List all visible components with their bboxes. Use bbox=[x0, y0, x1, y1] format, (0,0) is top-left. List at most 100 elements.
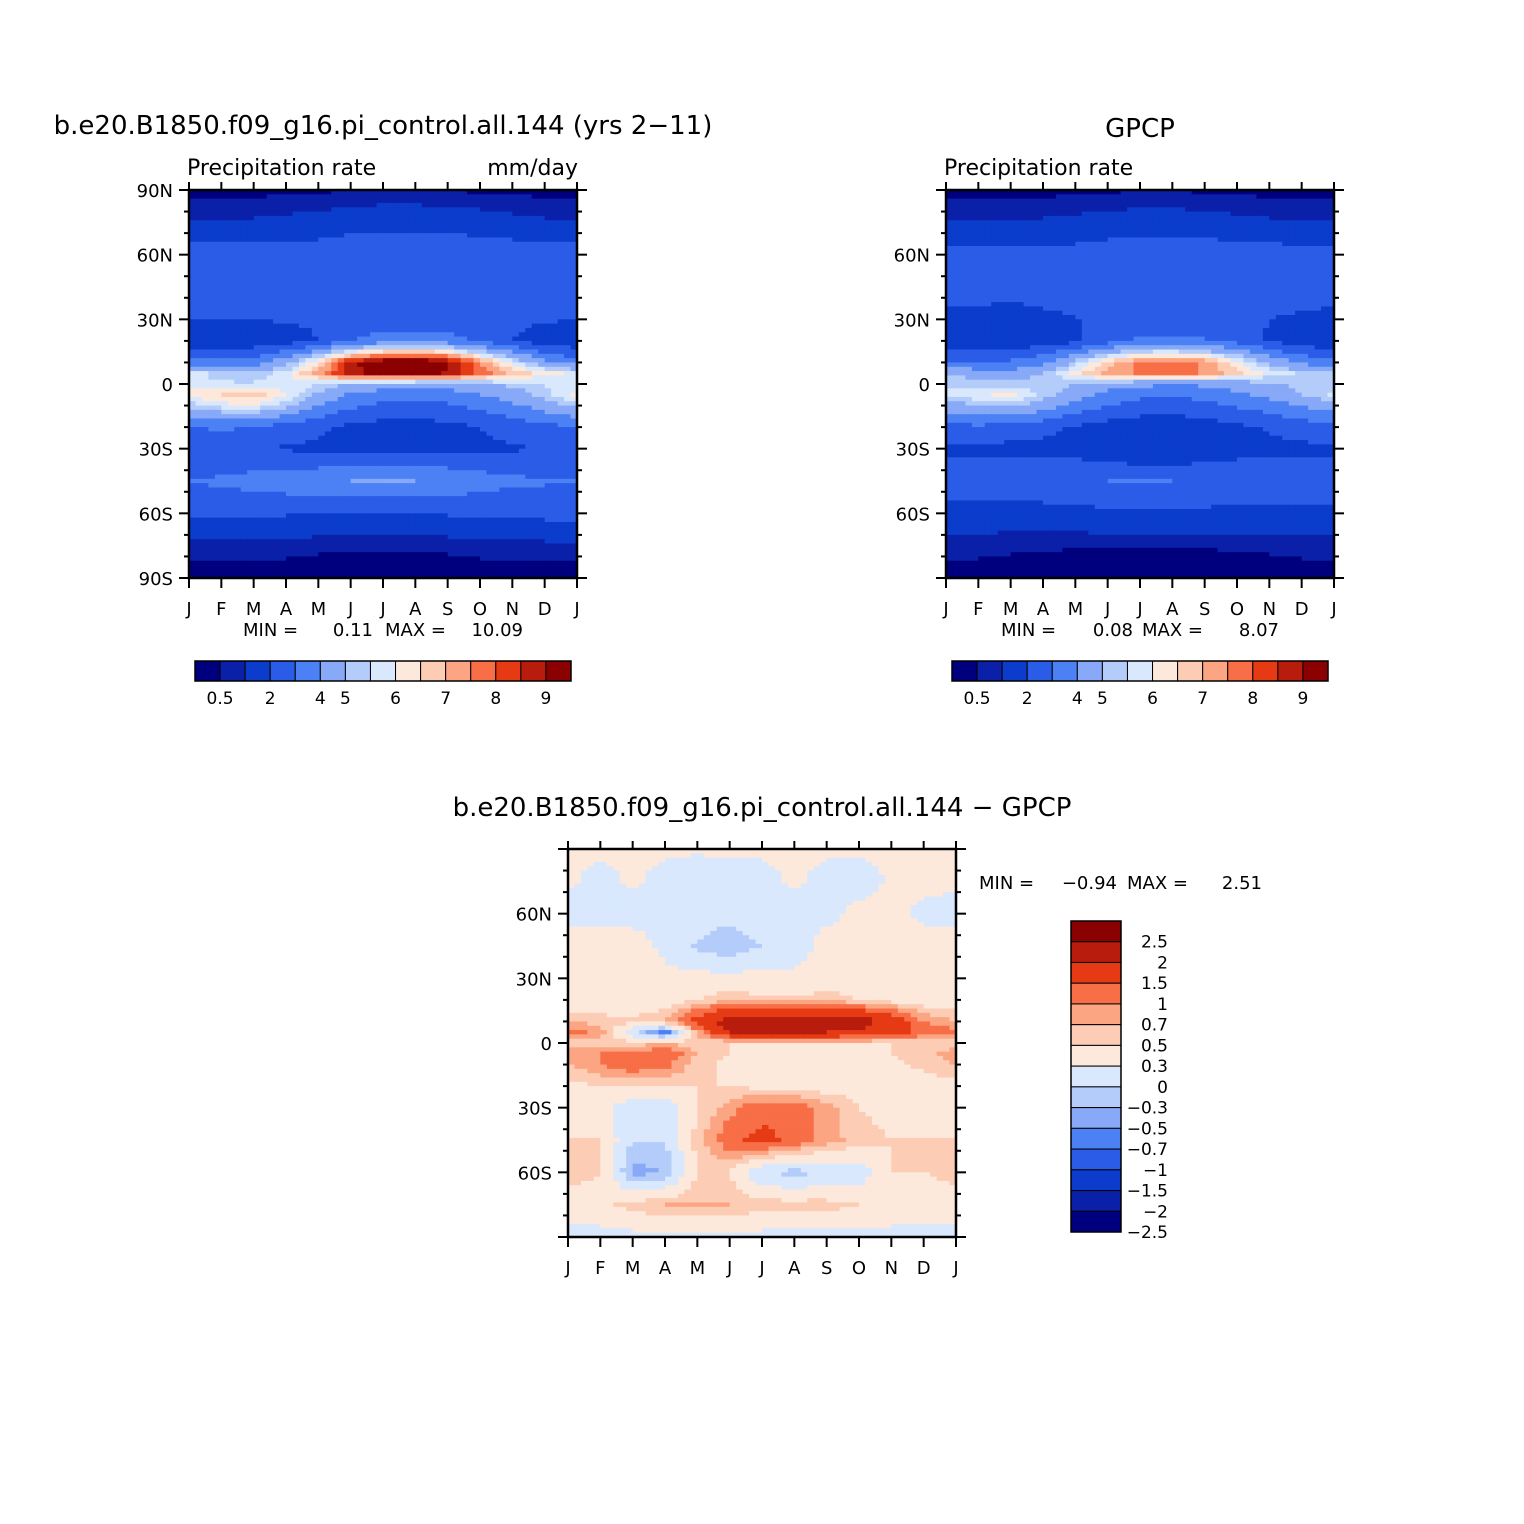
heatmap-cell bbox=[570, 237, 578, 243]
heatmap-cell bbox=[298, 371, 306, 376]
heatmap-cell bbox=[395, 517, 403, 523]
heatmap-cell bbox=[247, 409, 255, 415]
heatmap-cell bbox=[499, 241, 507, 247]
heatmap-cell bbox=[298, 237, 306, 243]
heatmap-cell bbox=[221, 491, 229, 497]
heatmap-cell bbox=[402, 315, 410, 320]
heatmap-cell bbox=[305, 396, 313, 402]
heatmap-cell bbox=[421, 379, 429, 385]
heatmap-cell bbox=[234, 202, 242, 208]
heatmap-cell bbox=[505, 289, 513, 295]
heatmap-cell bbox=[363, 362, 371, 368]
heatmap-cell bbox=[486, 254, 494, 260]
panel-model-title: b.e20.B1850.f09_g16.pi_control.all.144 (… bbox=[54, 111, 713, 141]
heatmap-cell bbox=[324, 263, 332, 269]
heatmap-cell bbox=[564, 340, 572, 346]
heatmap-cell bbox=[395, 366, 403, 372]
heatmap-cell bbox=[318, 267, 326, 273]
heatmap-cell bbox=[208, 250, 216, 256]
heatmap-cell bbox=[467, 237, 475, 243]
heatmap-cell bbox=[324, 293, 332, 299]
heatmap-cell bbox=[227, 491, 235, 497]
heatmap-cell bbox=[512, 211, 520, 217]
heatmap-cell bbox=[370, 530, 378, 536]
heatmap-cell bbox=[363, 336, 371, 342]
heatmap-cell bbox=[201, 220, 209, 226]
heatmap-cell bbox=[279, 211, 287, 217]
heatmap-cell bbox=[318, 457, 326, 463]
heatmap-cell bbox=[447, 250, 455, 256]
heatmap-cell bbox=[286, 414, 294, 420]
heatmap-cell bbox=[395, 457, 403, 463]
heatmap-cell bbox=[292, 297, 300, 303]
heatmap-cell bbox=[564, 220, 572, 226]
heatmap-cell bbox=[557, 513, 565, 519]
heatmap-cell bbox=[266, 534, 274, 540]
heatmap-cell bbox=[189, 293, 197, 299]
heatmap-cell bbox=[447, 474, 455, 480]
heatmap-cell bbox=[344, 190, 352, 195]
heatmap-cell bbox=[421, 250, 429, 256]
heatmap-cell bbox=[318, 190, 326, 195]
heatmap-cell bbox=[383, 345, 391, 351]
heatmap-cell bbox=[551, 233, 559, 239]
heatmap-cell bbox=[221, 323, 229, 329]
heatmap-cell bbox=[525, 246, 533, 251]
heatmap-cell bbox=[395, 405, 403, 411]
heatmap-cell bbox=[395, 220, 403, 226]
heatmap-cell bbox=[557, 332, 565, 338]
heatmap-cell bbox=[518, 358, 526, 364]
heatmap-cell bbox=[434, 362, 442, 368]
heatmap-cell bbox=[441, 202, 449, 208]
heatmap-cell bbox=[531, 474, 539, 480]
heatmap-cell bbox=[279, 534, 287, 540]
heatmap-cell bbox=[214, 487, 222, 493]
heatmap-cell bbox=[298, 228, 306, 234]
heatmap-cell bbox=[531, 353, 539, 359]
heatmap-cell bbox=[298, 306, 306, 312]
heatmap-cell bbox=[363, 297, 371, 303]
heatmap-cell bbox=[531, 302, 539, 307]
heatmap-cell bbox=[234, 349, 242, 355]
heatmap-cell bbox=[512, 228, 520, 234]
heatmap-cell bbox=[512, 409, 520, 415]
heatmap-cell bbox=[331, 315, 339, 320]
heatmap-cell bbox=[350, 336, 358, 342]
heatmap-cell bbox=[363, 440, 371, 445]
heatmap-cell bbox=[363, 246, 371, 251]
heatmap-cell bbox=[350, 332, 358, 338]
heatmap-cell bbox=[467, 289, 475, 295]
heatmap-cell bbox=[273, 435, 281, 441]
heatmap-cell bbox=[298, 448, 306, 454]
heatmap-cell bbox=[201, 228, 209, 234]
heatmap-cell bbox=[518, 345, 526, 351]
heatmap-cell bbox=[525, 276, 533, 282]
heatmap-cell bbox=[286, 457, 294, 463]
heatmap-cell bbox=[273, 392, 281, 398]
heatmap-cell bbox=[428, 336, 436, 342]
heatmap-cell bbox=[564, 280, 572, 286]
heatmap-cell bbox=[492, 327, 500, 333]
heatmap-cell bbox=[227, 224, 235, 230]
heatmap-cell bbox=[298, 435, 306, 441]
heatmap-cell bbox=[544, 220, 552, 226]
heatmap-cell bbox=[305, 491, 313, 497]
heatmap-cell bbox=[189, 246, 197, 251]
heatmap-cell bbox=[208, 362, 216, 368]
heatmap-cell bbox=[531, 521, 539, 527]
heatmap-cell bbox=[344, 198, 352, 204]
heatmap-cell bbox=[544, 465, 552, 471]
heatmap-cell bbox=[447, 258, 455, 264]
heatmap-cell bbox=[531, 388, 539, 394]
heatmap-cell bbox=[564, 474, 572, 480]
heatmap-cell bbox=[454, 198, 462, 204]
heatmap-cell bbox=[201, 517, 209, 523]
heatmap-cell bbox=[286, 207, 294, 213]
heatmap-cell bbox=[305, 345, 313, 351]
heatmap-cell bbox=[480, 319, 488, 325]
heatmap-cell bbox=[344, 461, 352, 467]
heatmap-cell bbox=[311, 491, 319, 497]
heatmap-cell bbox=[499, 409, 507, 415]
heatmap-cell bbox=[518, 539, 526, 545]
heatmap-cell bbox=[402, 513, 410, 519]
